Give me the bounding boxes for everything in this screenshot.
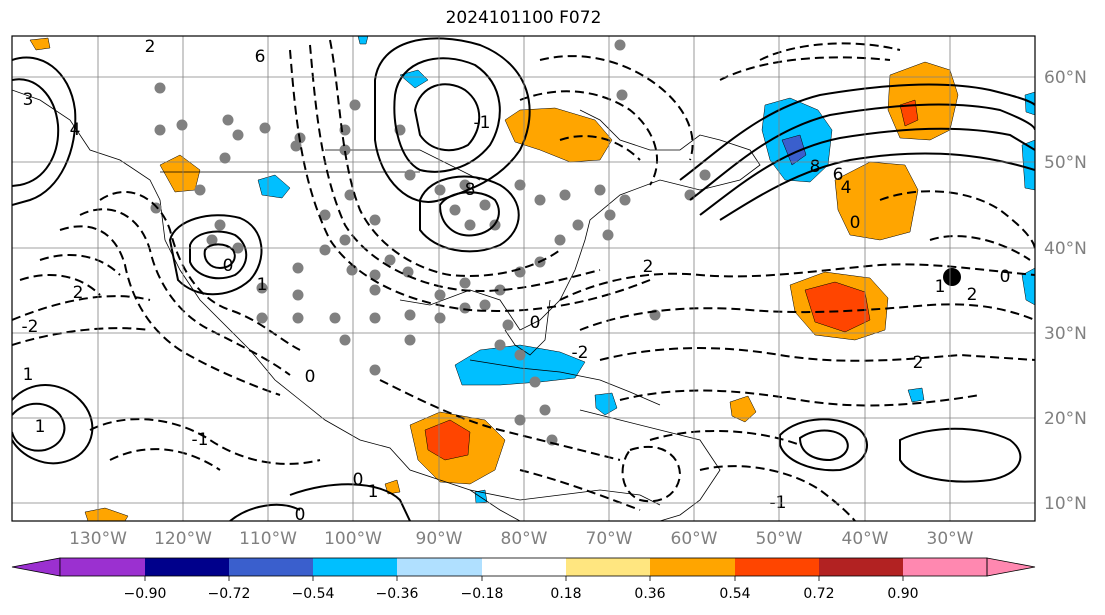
colorbar-segment [313, 558, 397, 576]
lon-label: 60°W [670, 529, 718, 549]
contour-label: 0 [353, 470, 364, 490]
orange-region [729, 395, 757, 423]
contour-label: 4 [841, 178, 852, 198]
coastlines [12, 89, 761, 521]
colorbar-segment [735, 558, 819, 576]
lon-label: 80°W [500, 529, 548, 549]
blue-region [399, 69, 429, 89]
contour-label: 6 [255, 47, 266, 67]
contour-label: 2 [145, 37, 156, 57]
lon-label: 50°W [755, 529, 803, 549]
contour-label: 6 [833, 165, 844, 185]
contour-label: 0 [850, 213, 861, 233]
contour-label: 0 [295, 505, 306, 525]
contour-label: 1 [368, 482, 379, 502]
lon-label: 40°W [841, 529, 889, 549]
colorbar-segment [60, 558, 145, 576]
lon-label: 70°W [585, 529, 633, 549]
colorbar-left-extend [11, 557, 61, 577]
lat-label: 50°N [1044, 153, 1087, 173]
contour-label: 3 [23, 90, 34, 110]
contour-label: -1 [192, 430, 209, 450]
colorbar-segment [145, 558, 229, 576]
contour-label: -1 [474, 113, 491, 133]
colorbar-tick-label: −0.54 [291, 586, 335, 602]
colorbar-segment [819, 558, 903, 576]
contour-label: 2 [913, 353, 924, 373]
red-region [424, 419, 471, 461]
mediumblue-region [781, 134, 807, 166]
colorbar-segment [482, 558, 566, 576]
contour-label: -2 [22, 317, 39, 337]
station-dots [150, 39, 711, 446]
lat-label: 10°N [1044, 494, 1087, 514]
colorbar-segment [650, 558, 735, 576]
contour-label: 1 [935, 277, 946, 297]
contour-label: 2 [73, 283, 84, 303]
blue-region [594, 392, 618, 416]
map-frame [11, 35, 1036, 522]
lon-label: 90°W [415, 529, 463, 549]
orange-region [834, 161, 919, 241]
contour-label: 0 [530, 313, 541, 333]
colorbar-segment [229, 558, 313, 576]
colorbar [11, 557, 1036, 581]
colorbar-tick-label: 0.18 [550, 586, 582, 602]
lon-label: 110°W [239, 529, 297, 549]
colorbar-tick-label: 0.72 [803, 586, 835, 602]
lat-label: 30°N [1044, 324, 1087, 344]
orange-region [159, 154, 201, 193]
orange-region [29, 37, 51, 51]
colorbar-right-extend [986, 557, 1036, 577]
contour-label: 0 [1000, 267, 1011, 287]
blue-region [1021, 267, 1035, 306]
colorbar-tick-label: 0.36 [634, 586, 666, 602]
contour-label: 1 [257, 275, 268, 295]
contour-label: 8 [465, 180, 476, 200]
red-region [804, 281, 871, 333]
contour-label: 8 [810, 157, 821, 177]
colorbar-tick-label: −0.90 [123, 586, 167, 602]
lon-label: 130°W [69, 529, 127, 549]
lat-label: 40°N [1044, 239, 1087, 259]
shaded-anomalies [29, 36, 1035, 521]
gridlines [12, 36, 1035, 521]
lat-label: 20°N [1044, 409, 1087, 429]
blue-region [357, 36, 369, 45]
orange-region [84, 507, 129, 521]
colorbar-tick-label: −0.18 [460, 586, 504, 602]
low-center-marker [943, 268, 961, 286]
map-title: 2024101100 F072 [445, 8, 602, 28]
contour-label: 0 [305, 367, 316, 387]
colorbar-tick-label: 0.54 [719, 586, 751, 602]
contour-label: 0 [223, 256, 234, 276]
contour-label: 1 [23, 365, 34, 385]
dashed-contours [12, 39, 1035, 521]
lon-label: 30°W [926, 529, 974, 549]
solid-contours [12, 37, 1035, 521]
contour-labels: 2 6 3 4 8 0 -1 1 -2 2 2 0 -2 1 -1 0 1 0 … [22, 37, 1011, 525]
contour-label: 2 [643, 257, 654, 277]
contour-label: 4 [70, 120, 81, 140]
colorbar-tick-label: −0.36 [375, 586, 419, 602]
colorbar-tick-label: −0.72 [207, 586, 251, 602]
blue-region [1024, 91, 1035, 116]
lon-label: 120°W [154, 529, 212, 549]
blue-region [257, 174, 291, 199]
lat-label: 60°N [1044, 68, 1087, 88]
colorbar-segment [397, 558, 482, 576]
lon-label: 100°W [324, 529, 382, 549]
contour-label: -2 [572, 343, 589, 363]
orange-region [504, 107, 613, 163]
contour-label: 2 [967, 285, 978, 305]
colorbar-tick-label: 0.90 [887, 586, 919, 602]
colorbar-segment [903, 558, 987, 576]
contour-label: 1 [35, 417, 46, 437]
colorbar-segment [566, 558, 650, 576]
blue-region [907, 387, 925, 403]
blue-region [1021, 139, 1035, 191]
